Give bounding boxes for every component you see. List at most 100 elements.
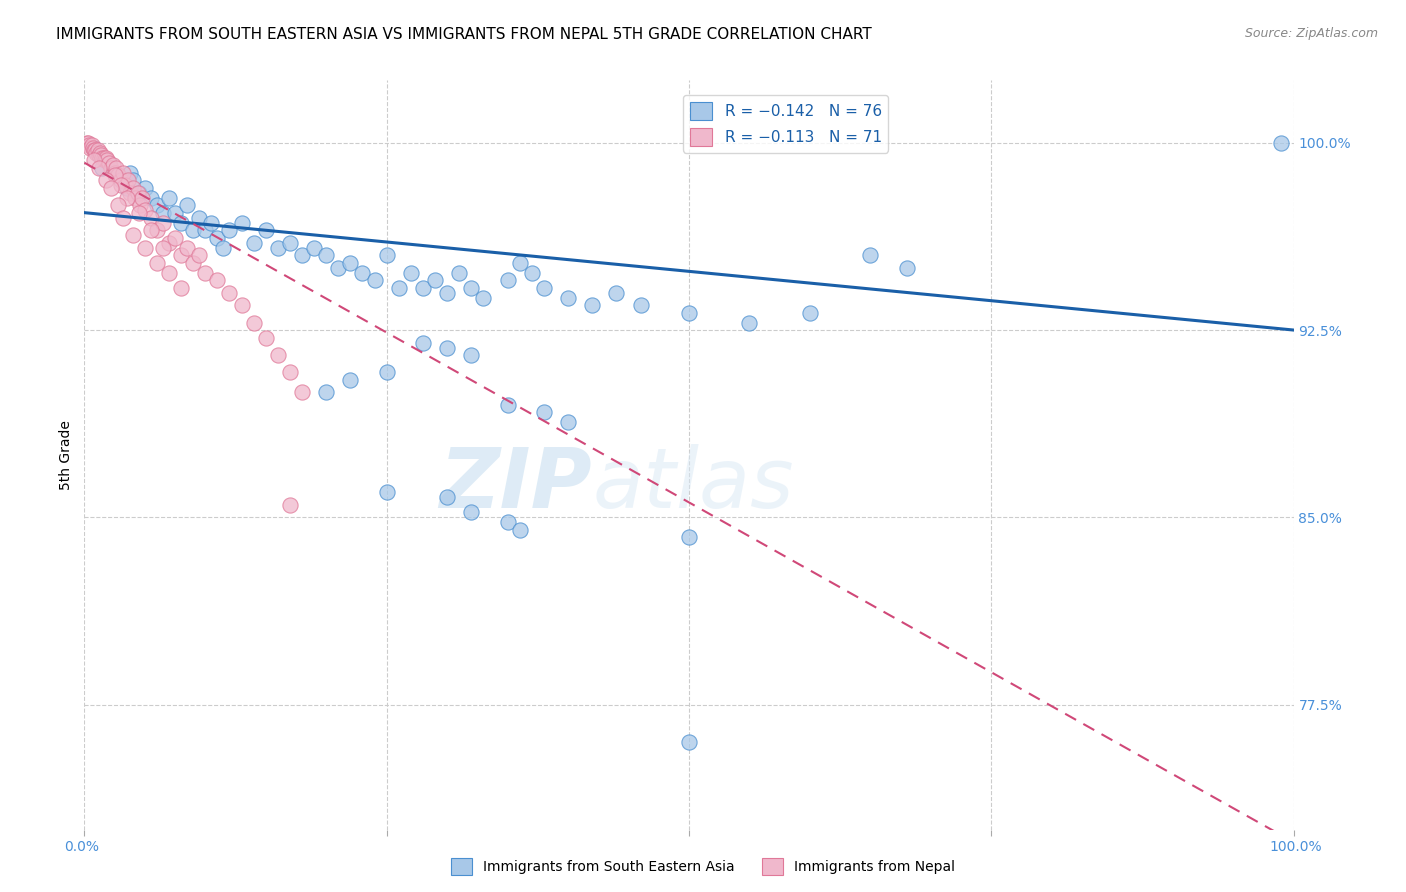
Point (97, 155, 120, 169)
Point (496, 273, 519, 287)
Point (112, 211, 135, 225)
Point (181, 255, 204, 269)
Point (278, 366, 301, 380)
Point (460, 280, 482, 294)
Point (460, 505, 482, 519)
Point (83, 141, 105, 155)
Point (859, 248, 882, 262)
Point (1270, 136, 1292, 150)
Point (509, 255, 531, 269)
Point (86, 145, 108, 160)
Point (104, 161, 127, 175)
Point (254, 330, 277, 344)
Point (104, 168, 127, 182)
Point (436, 341, 458, 355)
Point (157, 266, 180, 280)
Point (139, 223, 162, 237)
Point (115, 180, 138, 194)
Point (134, 241, 156, 255)
Point (375, 366, 398, 380)
Point (121, 180, 143, 194)
Point (139, 211, 162, 225)
Point (124, 191, 146, 205)
Point (557, 416, 579, 430)
Point (79, 141, 101, 155)
Point (412, 335, 434, 350)
Point (302, 241, 325, 255)
Point (254, 223, 277, 237)
Point (89, 145, 111, 160)
Point (170, 280, 193, 294)
Text: atlas: atlas (592, 444, 794, 525)
Point (352, 266, 374, 280)
Text: Source: ZipAtlas.com: Source: ZipAtlas.com (1244, 27, 1378, 40)
Point (120, 186, 142, 200)
Point (278, 498, 301, 512)
Point (152, 205, 174, 219)
Point (188, 211, 211, 225)
Point (87, 161, 110, 175)
Point (207, 230, 229, 244)
Point (94, 151, 117, 165)
Legend: R = −0.142   N = 76, R = −0.113   N = 71: R = −0.142 N = 76, R = −0.113 N = 71 (683, 95, 889, 153)
Point (267, 241, 290, 255)
Point (110, 178, 132, 193)
Point (200, 216, 222, 230)
Point (412, 280, 434, 294)
Point (678, 530, 700, 544)
Point (194, 223, 217, 237)
Point (152, 216, 174, 230)
Point (315, 385, 337, 400)
Point (110, 173, 132, 187)
Point (678, 305, 700, 319)
Point (399, 266, 422, 280)
Point (112, 166, 135, 180)
Point (738, 316, 761, 330)
Point (165, 205, 187, 219)
Point (267, 348, 290, 362)
Point (157, 191, 180, 205)
Point (242, 235, 264, 250)
Point (103, 158, 125, 172)
Point (146, 255, 169, 269)
Point (496, 398, 519, 412)
Point (315, 248, 337, 262)
Point (533, 405, 555, 419)
Point (388, 280, 411, 294)
Point (339, 373, 361, 387)
Point (100, 161, 122, 175)
Point (375, 485, 398, 500)
Point (165, 230, 187, 244)
Point (328, 260, 350, 275)
Point (127, 186, 149, 200)
Point (520, 266, 543, 280)
Point (120, 166, 142, 180)
Point (121, 173, 143, 187)
Point (128, 205, 150, 219)
Point (242, 316, 264, 330)
Point (436, 491, 458, 505)
Point (218, 223, 240, 237)
Point (678, 735, 700, 749)
Point (176, 241, 198, 255)
Point (212, 241, 235, 255)
Point (77, 138, 100, 153)
Point (90, 148, 112, 162)
Text: IMMIGRANTS FROM SOUTH EASTERN ASIA VS IMMIGRANTS FROM NEPAL 5TH GRADE CORRELATIO: IMMIGRANTS FROM SOUTH EASTERN ASIA VS IM… (56, 27, 872, 42)
Point (139, 191, 162, 205)
Point (152, 241, 174, 255)
Point (91, 161, 114, 175)
Point (76, 136, 98, 150)
Point (129, 198, 152, 212)
Point (472, 291, 495, 305)
Point (134, 180, 156, 194)
Point (605, 285, 627, 300)
Point (176, 198, 198, 212)
Point (278, 235, 301, 250)
Point (896, 260, 918, 275)
Point (291, 385, 314, 400)
Text: 0.0%: 0.0% (65, 839, 100, 854)
Point (630, 298, 652, 312)
Point (104, 166, 127, 180)
Point (557, 291, 579, 305)
